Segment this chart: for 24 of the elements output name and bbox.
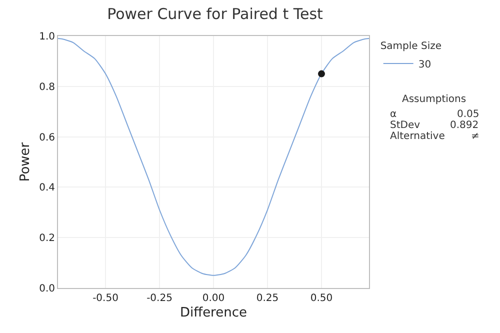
text: 0.05 <box>457 109 480 120</box>
y-tick-label: 0.0 <box>39 284 55 294</box>
text: α <box>390 109 397 120</box>
text: ≠ <box>471 131 480 142</box>
x-tick-label: 0.50 <box>310 293 333 304</box>
x-tick-label: 0.25 <box>256 293 279 304</box>
legend-label: 30 <box>418 59 432 70</box>
line-series <box>58 38 369 276</box>
y-tick-label: 0.4 <box>39 182 55 194</box>
x-axis-title: Difference <box>180 306 248 321</box>
y-axis-title: Power <box>18 142 34 182</box>
chart-title: Power Curve for Paired t Test <box>107 4 324 23</box>
text: Assumptions <box>402 94 466 105</box>
y-tick-label: 0.8 <box>39 82 55 93</box>
y-tick-label: 1.0 <box>39 32 55 42</box>
text: Alternative <box>390 131 445 142</box>
legend-title: Sample Size <box>380 41 442 52</box>
text: StDev <box>390 120 420 131</box>
x-tick-label: -0.25 <box>146 293 172 304</box>
x-tick-label: 0.00 <box>202 293 225 304</box>
y-tick-label: 0.2 <box>39 233 55 244</box>
x-tick-label: -0.50 <box>92 293 118 304</box>
text: 0.892 <box>450 120 479 131</box>
y-tick-label: 0.6 <box>39 132 55 144</box>
